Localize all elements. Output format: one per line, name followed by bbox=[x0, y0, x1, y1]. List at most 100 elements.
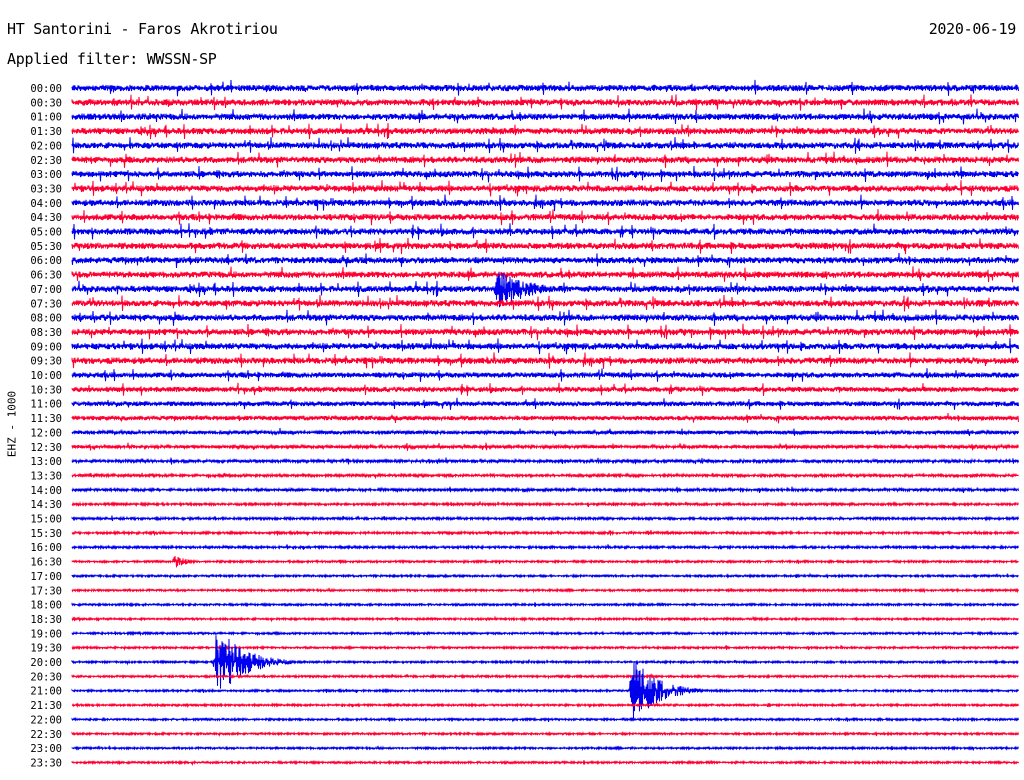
trace-row bbox=[71, 587, 1019, 594]
trace-row bbox=[71, 630, 1019, 637]
time-label: 15:00 bbox=[30, 514, 62, 526]
time-label: 20:00 bbox=[30, 657, 62, 669]
trace-row bbox=[71, 209, 1019, 226]
trace-row bbox=[71, 442, 1019, 451]
time-label: 05:30 bbox=[30, 241, 62, 253]
trace-row bbox=[71, 716, 1019, 723]
trace-row bbox=[71, 662, 1019, 719]
trace-row bbox=[71, 266, 1019, 283]
trace-row bbox=[71, 368, 1019, 382]
time-label: 00:30 bbox=[30, 97, 62, 109]
time-label: 21:30 bbox=[30, 700, 62, 712]
trace-row bbox=[71, 601, 1019, 608]
trace-row bbox=[71, 137, 1019, 154]
trace-row bbox=[71, 701, 1019, 709]
time-label: 04:00 bbox=[30, 198, 62, 210]
trace-row bbox=[71, 382, 1019, 396]
time-label: 07:00 bbox=[30, 284, 62, 296]
time-label: 19:30 bbox=[30, 643, 62, 655]
time-label: 04:30 bbox=[30, 212, 62, 224]
time-label: 18:30 bbox=[30, 614, 62, 626]
trace-row bbox=[71, 252, 1019, 269]
time-label: 17:30 bbox=[30, 585, 62, 597]
time-label: 06:00 bbox=[30, 255, 62, 267]
time-label: 22:00 bbox=[30, 714, 62, 726]
trace-row bbox=[71, 151, 1019, 168]
trace-row bbox=[71, 555, 1019, 568]
trace-row bbox=[71, 194, 1019, 212]
trace-row bbox=[71, 744, 1019, 752]
time-label: 07:30 bbox=[30, 298, 62, 310]
trace-row bbox=[71, 272, 1019, 308]
record-date: 2020-06-19 bbox=[928, 20, 1017, 38]
time-label: 10:30 bbox=[30, 384, 62, 396]
time-label: 23:30 bbox=[30, 757, 62, 769]
time-label: 10:00 bbox=[30, 370, 62, 382]
time-label: 09:30 bbox=[30, 356, 62, 368]
time-label: 01:00 bbox=[30, 112, 62, 124]
trace-row bbox=[71, 457, 1019, 465]
time-label: 00:00 bbox=[30, 83, 62, 95]
time-labels: 00:00 00:30 01:00 01:30 02:00 02:30 03:00 03:30… bbox=[30, 83, 62, 769]
trace-row bbox=[71, 309, 1019, 326]
time-label: 18:00 bbox=[30, 600, 62, 612]
trace-row bbox=[71, 352, 1019, 369]
trace-row bbox=[71, 515, 1019, 522]
time-label: 02:30 bbox=[30, 155, 62, 167]
trace-row bbox=[71, 615, 1019, 623]
time-label: 06:30 bbox=[30, 270, 62, 282]
trace-row bbox=[71, 223, 1019, 240]
trace-row bbox=[71, 180, 1019, 197]
trace-row bbox=[71, 644, 1019, 652]
trace-row bbox=[71, 323, 1019, 341]
time-label: 20:30 bbox=[30, 671, 62, 683]
trace-row bbox=[71, 529, 1019, 536]
station-title: HT Santorini - Faros Akrotiriou bbox=[7, 20, 278, 38]
trace-row bbox=[71, 572, 1019, 580]
trace-row bbox=[71, 108, 1019, 125]
trace-row bbox=[71, 79, 1019, 97]
trace-rows bbox=[71, 79, 1019, 767]
time-label: 23:00 bbox=[30, 743, 62, 755]
trace-row bbox=[71, 672, 1019, 680]
trace-row bbox=[71, 635, 1019, 689]
time-label: 11:30 bbox=[30, 413, 62, 425]
time-label: 16:00 bbox=[30, 542, 62, 554]
time-label: 05:00 bbox=[30, 227, 62, 239]
trace-row bbox=[71, 237, 1019, 255]
filter-label: Applied filter: WWSSN-SP bbox=[7, 50, 217, 68]
trace-row bbox=[71, 165, 1019, 183]
time-label: 12:30 bbox=[30, 442, 62, 454]
time-label: 02:00 bbox=[30, 140, 62, 152]
trace-row bbox=[71, 500, 1019, 508]
time-label: 15:30 bbox=[30, 528, 62, 540]
trace-row bbox=[71, 544, 1019, 551]
time-label: 14:00 bbox=[30, 485, 62, 497]
time-label: 16:30 bbox=[30, 557, 62, 569]
time-label: 21:00 bbox=[30, 686, 62, 698]
trace-row bbox=[71, 486, 1019, 494]
trace-row bbox=[71, 397, 1019, 410]
time-label: 12:00 bbox=[30, 427, 62, 439]
time-label: 08:30 bbox=[30, 327, 62, 339]
time-label: 17:00 bbox=[30, 571, 62, 583]
time-label: 22:30 bbox=[30, 729, 62, 741]
trace-row bbox=[71, 122, 1019, 140]
time-label: 13:30 bbox=[30, 470, 62, 482]
time-label: 19:00 bbox=[30, 628, 62, 640]
time-label: 09:00 bbox=[30, 341, 62, 353]
trace-row bbox=[71, 337, 1019, 355]
time-label: 14:30 bbox=[30, 499, 62, 511]
time-label: 03:00 bbox=[30, 169, 62, 181]
time-label: 11:00 bbox=[30, 399, 62, 411]
trace-row bbox=[71, 730, 1019, 738]
trace-row bbox=[71, 412, 1019, 424]
time-label: 08:00 bbox=[30, 313, 62, 325]
trace-row bbox=[71, 472, 1019, 479]
time-label: 01:30 bbox=[30, 126, 62, 138]
trace-row bbox=[71, 428, 1019, 437]
trace-row bbox=[71, 94, 1019, 111]
trace-row bbox=[71, 759, 1019, 767]
time-label: 13:00 bbox=[30, 456, 62, 468]
